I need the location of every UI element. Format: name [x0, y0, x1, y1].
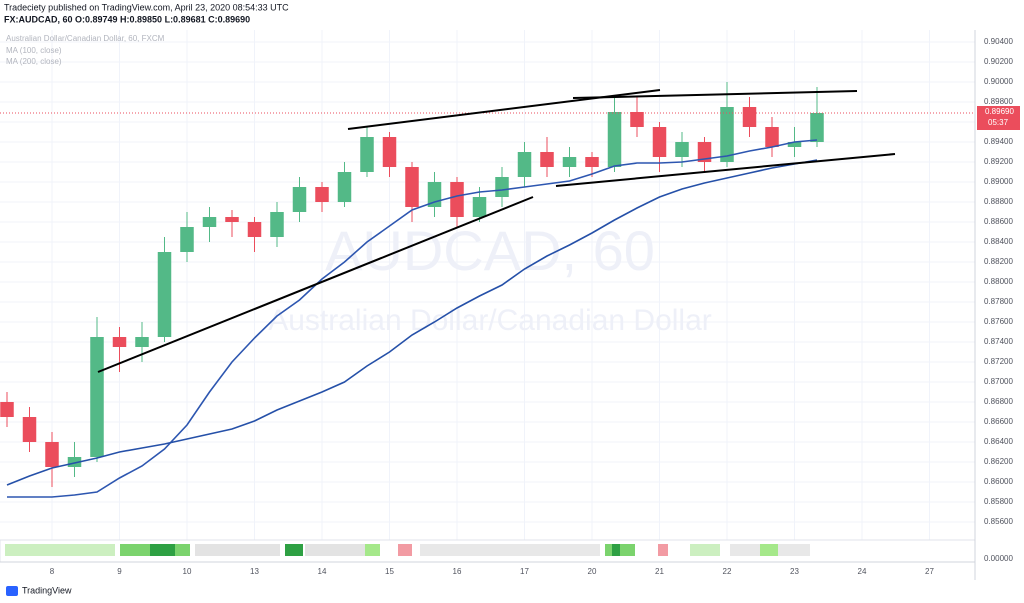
y-tick-label: 0.87400: [984, 337, 1013, 346]
y-tick-label: 0.87000: [984, 377, 1013, 386]
candle-body: [0, 402, 14, 417]
y-tick-label: 0.87600: [984, 317, 1013, 326]
last-price-label: 0.89690: [985, 107, 1014, 116]
y-tick-label: 0.88600: [984, 217, 1013, 226]
y-tick-label: 0.90000: [984, 77, 1013, 86]
x-tick-label: 13: [250, 567, 259, 576]
y-tick-label: 0.89400: [984, 137, 1013, 146]
candle-body: [517, 152, 532, 177]
candle-body: [585, 157, 599, 167]
candle-body: [22, 417, 37, 442]
y-tick-label: 0.88200: [984, 257, 1013, 266]
y-tick-label: 0.88800: [984, 197, 1013, 206]
candle-body: [45, 442, 59, 467]
legend-entry: MA (100, close): [6, 46, 62, 55]
x-tick-label: 9: [117, 567, 122, 576]
candle-body: [720, 107, 734, 162]
candle-body: [810, 113, 824, 142]
candle-body: [382, 137, 397, 167]
countdown-label: 05:37: [988, 118, 1009, 127]
candle-body: [112, 337, 127, 347]
candle-body: [607, 112, 622, 167]
legend-title: Australian Dollar/Canadian Dollar, 60, F…: [6, 34, 165, 43]
x-tick-label: 10: [183, 567, 192, 576]
candle-body: [562, 157, 577, 167]
trendlines: [97, 89, 896, 373]
candle-body: [247, 222, 262, 237]
candle-body: [135, 337, 149, 347]
candle-body: [360, 137, 374, 172]
x-tick-label: 24: [858, 567, 867, 576]
brand-logo: [6, 586, 18, 596]
watermark-symbol: AUDCAD, 60: [325, 219, 655, 282]
candle-body: [630, 112, 644, 127]
candle-body: [270, 212, 284, 237]
y-tick-label: 0.86600: [984, 417, 1013, 426]
candle-body: [652, 127, 667, 157]
y-tick-label: 0.89800: [984, 97, 1013, 106]
legend-entry: MA (200, close): [6, 57, 62, 66]
candle-body: [292, 187, 307, 212]
candle-body: [157, 252, 172, 337]
last-price-box: [977, 106, 1020, 130]
y-tick-label: 0.88400: [984, 237, 1013, 246]
y-tick-label: 0.90400: [984, 37, 1013, 46]
moving-average-line: [6, 159, 818, 486]
candle-body: [225, 217, 239, 222]
y-tick-label: 0.86200: [984, 457, 1013, 466]
candle-body: [742, 107, 757, 127]
candle-body: [90, 337, 104, 457]
plot: [0, 82, 975, 498]
candle-body: [67, 457, 82, 467]
candle-body: [540, 152, 554, 167]
candle-body: [405, 167, 419, 207]
publisher-line: Tradeciety published on TradingView.com,…: [4, 2, 289, 12]
candle-body: [675, 142, 689, 157]
symbol-line: FX:AUDCAD, 60 O:0.89749 H:0.89850 L:0.89…: [4, 14, 250, 24]
x-tick-label: 15: [385, 567, 394, 576]
candle-body: [495, 177, 509, 197]
x-tick-label: 17: [520, 567, 529, 576]
y-tick-label: 0.89200: [984, 157, 1013, 166]
candle-body: [765, 127, 779, 147]
y-tick-label: 0.86800: [984, 397, 1013, 406]
candle-body: [315, 187, 329, 202]
candle-body: [337, 172, 352, 202]
x-tick-label: 21: [655, 567, 664, 576]
x-tick-label: 22: [723, 567, 732, 576]
watermark-description: Australian Dollar/Canadian Dollar: [268, 304, 712, 337]
x-tick-label: 14: [318, 567, 327, 576]
y-tick-label: 0.87800: [984, 297, 1013, 306]
candle-body: [180, 227, 194, 252]
candle-body: [450, 182, 464, 217]
x-tick-label: 16: [453, 567, 462, 576]
indicator-strip: [0, 539, 976, 563]
y-tick-label: 0.85600: [984, 517, 1013, 526]
candle-body: [202, 217, 217, 227]
moving-average-line: [6, 139, 818, 498]
y-tick-label: 0.87200: [984, 357, 1013, 366]
candle-body: [697, 142, 712, 162]
x-tick-label: 27: [925, 567, 934, 576]
y-tick-label: 0.86400: [984, 437, 1013, 446]
candle-body: [787, 142, 802, 147]
x-tick-label: 23: [790, 567, 799, 576]
x-tick-label: 20: [588, 567, 597, 576]
x-tick-label: 8: [50, 567, 55, 576]
y-tick-label: 0.85800: [984, 497, 1013, 506]
y-tick-label: 0.86000: [984, 477, 1013, 486]
y-tick-label: 0.90200: [984, 57, 1013, 66]
brand: TradingView: [22, 585, 72, 595]
y-tick-label: 0.88000: [984, 277, 1013, 286]
y-tick-label: 0.89000: [984, 177, 1013, 186]
indicator-zero-label: 0.00000: [984, 554, 1013, 563]
candle-body: [472, 197, 487, 217]
